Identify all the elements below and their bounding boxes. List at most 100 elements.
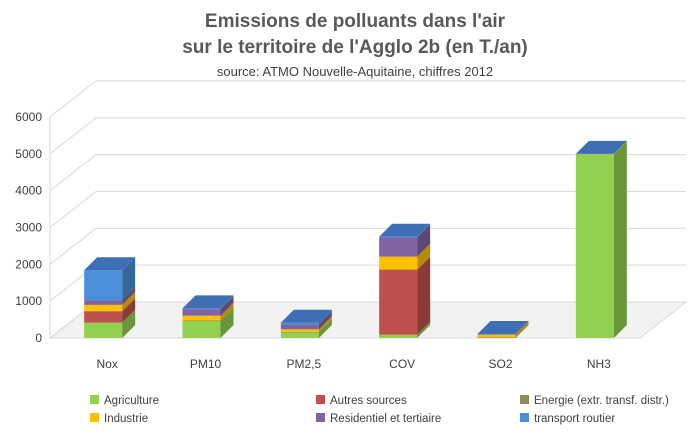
bar-segment [379, 243, 431, 270]
bar-face [477, 334, 516, 338]
bar-face [280, 322, 319, 325]
bar-side [122, 257, 136, 301]
legend-swatch [316, 413, 325, 422]
bar-face [280, 332, 319, 338]
bar-side [417, 321, 431, 338]
bar-segment [182, 295, 234, 310]
bar-face [182, 308, 221, 310]
legend-item: Energie (extr. transf. distr.) [520, 395, 669, 407]
legend-item: Autres sources [316, 395, 407, 407]
bar-side [122, 298, 136, 323]
gridline [49, 154, 686, 192]
bar-segment [280, 318, 332, 333]
bar-face [379, 269, 418, 335]
bar-face [477, 333, 516, 335]
bar-segment [379, 321, 431, 338]
bar-face [379, 237, 418, 257]
bar-segment [575, 140, 627, 155]
bar-segment [477, 321, 529, 338]
bar-side [515, 321, 529, 338]
bar-side [220, 296, 234, 316]
bar-side [417, 223, 431, 238]
legend-swatch [316, 395, 325, 404]
bar-segment [379, 224, 431, 257]
legend-swatch [520, 395, 529, 404]
bar-face [575, 154, 614, 338]
bar-side [318, 319, 332, 338]
bar-segment [575, 141, 627, 155]
bar-face [84, 300, 123, 305]
bar-face [379, 334, 418, 338]
bar-face [280, 331, 319, 333]
bar-top-cap [182, 295, 234, 309]
bar-face [84, 322, 123, 338]
y-tick-label: 1000 [15, 294, 42, 308]
bar-segment [84, 257, 136, 301]
bar-face [182, 320, 221, 322]
gridline [49, 117, 686, 155]
y-tick-label: 3000 [15, 221, 42, 235]
bar-face [182, 320, 221, 338]
chart-title: Emissions de polluants dans l'air [205, 11, 506, 32]
bar-side [220, 295, 234, 310]
bar-segment [379, 256, 431, 270]
bar-segment [379, 223, 431, 238]
bar-face [477, 337, 516, 338]
legend-swatch [90, 413, 99, 422]
x-tick-label: PM2,5 [286, 357, 321, 371]
y-tick-label: 4000 [15, 184, 42, 198]
x-tick-label: NH3 [587, 357, 611, 371]
bar-segment [280, 319, 332, 338]
bar-segment [182, 307, 234, 322]
legend-label: Energie (extr. transf. distr.) [534, 395, 669, 407]
bar-side [220, 307, 234, 321]
y-axis-ticks: 0 1000 2000 3000 4000 5000 6000 [15, 110, 42, 345]
bar-side [613, 140, 627, 155]
legend-item: transport routier [520, 413, 615, 425]
bar-face [84, 311, 123, 323]
bar-face [84, 311, 123, 312]
gridline [49, 191, 686, 228]
bar-top-cap [280, 309, 332, 323]
bar-face [280, 329, 319, 332]
bar-side [122, 298, 136, 312]
bar-segment [280, 309, 332, 325]
bar-segment [280, 316, 332, 332]
bar-side [515, 324, 529, 338]
x-axis-labels: Nox PM10 PM2,5 COV SO2 NH3 [96, 357, 611, 371]
chart-subtitle: source: ATMO Nouvelle-Aquitaine, chiffre… [217, 64, 493, 79]
bar-side [417, 256, 431, 335]
legend-label: Industrie [104, 413, 148, 425]
bar-segment [280, 311, 332, 330]
y-tick-label: 0 [35, 331, 42, 345]
legend-swatch [520, 413, 529, 422]
legend-label: Residentiel et tertiaire [330, 413, 441, 425]
bar-face [84, 304, 123, 312]
bar-side [515, 321, 529, 335]
bar-segment [84, 287, 136, 305]
bar-face [84, 270, 123, 301]
bar-segment [575, 141, 627, 338]
gridline [49, 80, 686, 118]
bar-segment [379, 256, 431, 335]
bar-segment [477, 320, 529, 335]
bar-segment [182, 296, 234, 316]
chart-title-line2: sur le territoire de l'Agglo 2b (en T./a… [182, 37, 528, 58]
legend-label: transport routier [534, 413, 615, 425]
legend-label: Agriculture [104, 395, 159, 407]
bar-side [318, 311, 332, 330]
bar-face [379, 256, 418, 270]
y-tick-label: 2000 [15, 257, 42, 271]
bar-face [182, 309, 221, 316]
x-tick-label: Nox [96, 357, 117, 371]
bar-side [220, 307, 234, 338]
gridline [49, 227, 686, 265]
bar-side [318, 309, 332, 325]
y-tick-label: 6000 [15, 110, 42, 124]
bar-top-cap [379, 223, 431, 237]
bar-top-cap [575, 140, 627, 154]
x-tick-label: PM10 [190, 357, 222, 371]
bar-segment [182, 302, 234, 321]
bar-segment [84, 298, 136, 312]
